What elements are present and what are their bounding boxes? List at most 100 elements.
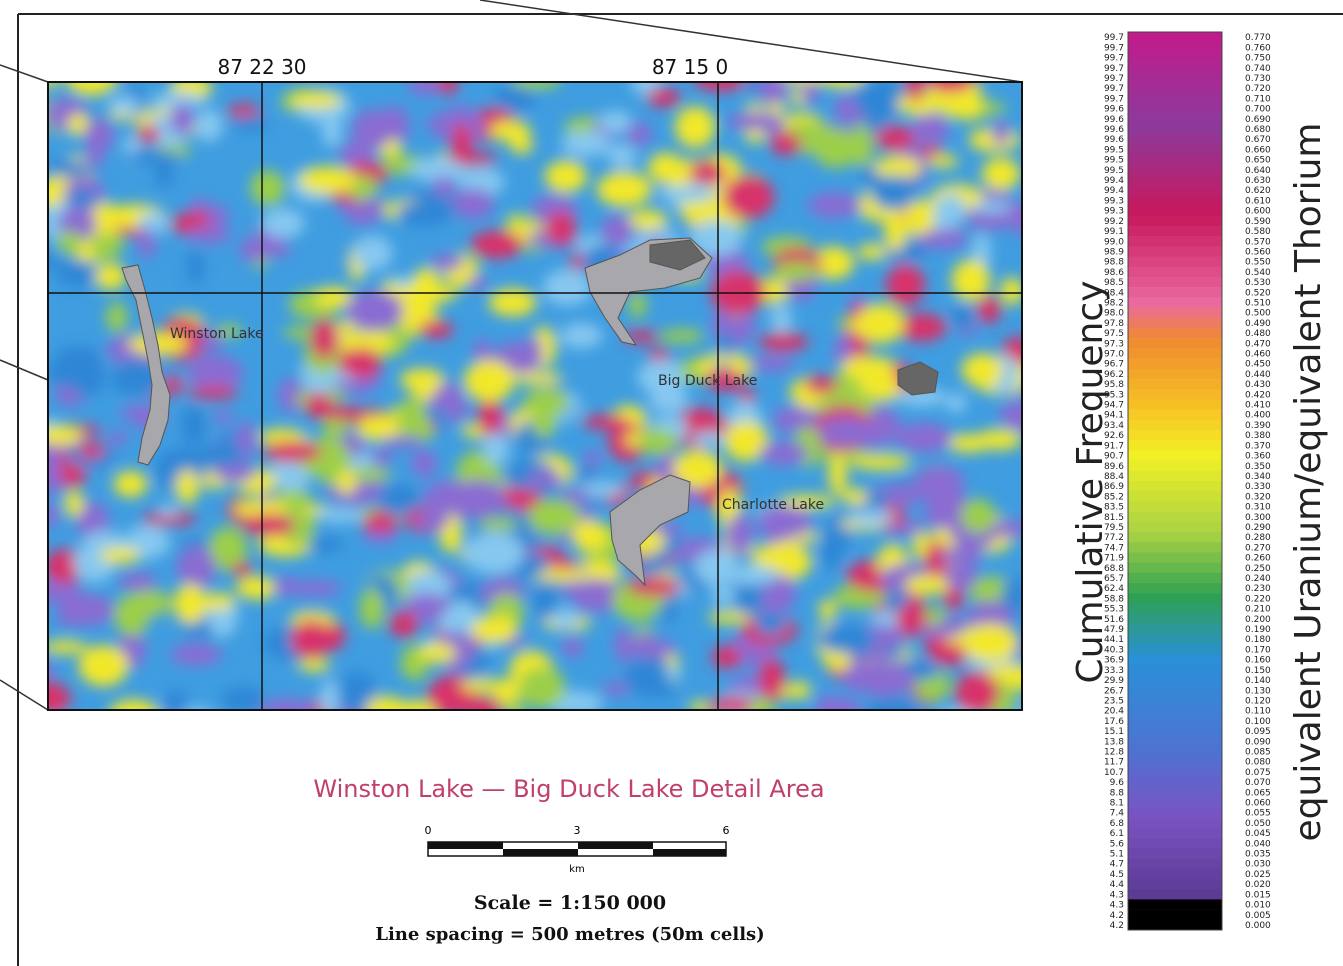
heat-blob [911,113,950,144]
legend-frequency-label: 51.6 [1104,615,1124,625]
legend-ratio-label: 0.470 [1245,339,1271,349]
heat-blob [962,623,1018,662]
heat-blob [371,449,392,467]
legend-ratio-label: 0.080 [1245,758,1271,768]
legend-ratio-label: 0.570 [1245,237,1271,247]
heat-blob [924,540,947,581]
legend-frequency-label: 4.3 [1110,890,1124,900]
legend-swatch [1128,532,1222,543]
legend-frequency-label: 98.5 [1104,278,1124,288]
legend-ratio-label: 0.200 [1245,615,1271,625]
legend-frequency-label: 44.1 [1104,635,1124,645]
heat-blob [771,406,818,433]
legend-frequency-label: 10.7 [1104,768,1124,778]
legend-ratio-label: 0.170 [1245,645,1271,655]
scale-text: Scale = 1:150 000 [474,892,666,914]
heat-blob [738,388,756,405]
legend-ratio-label: 0.280 [1245,533,1271,543]
heat-blob [823,651,853,671]
legend-ratio-label: 0.095 [1245,727,1271,737]
legend-swatch [1128,470,1222,482]
legend-ratio-label: 0.760 [1245,43,1271,53]
heat-blob [951,259,991,302]
heat-blob [415,511,450,531]
heat-blob [884,211,907,252]
heat-blob [756,505,813,539]
heat-blob [726,112,786,131]
legend-frequency-label: 99.4 [1104,186,1124,196]
heat-blob [170,643,223,666]
heat-blob [187,355,244,390]
legend-swatch [1128,338,1222,349]
heat-blob [873,156,922,179]
heat-blob [626,577,682,597]
heat-blob [289,91,342,109]
heat-blob [77,442,106,459]
heat-blob [865,697,921,710]
legend-ratio-label: 0.500 [1245,309,1271,319]
legend-ratio-label: 0.250 [1245,564,1271,574]
grid-label: 87 22 30 [217,55,306,79]
heat-blob [560,323,603,349]
legend-ratio-label: 0.240 [1245,574,1271,584]
legend-ratio-label: 0.640 [1245,166,1271,176]
heat-blob [149,92,206,109]
legend-swatch [1128,174,1222,186]
heat-blob [754,612,787,636]
heat-blob [724,420,769,462]
heat-blob [523,336,543,366]
heat-blob [961,353,1004,387]
heat-blob [445,394,468,423]
heat-blob [260,208,305,239]
heat-blob [141,512,198,526]
legend-swatch [1128,164,1222,176]
legend-ratio-label: 0.380 [1245,431,1271,441]
heat-blob [471,615,518,643]
legend-swatch [1128,144,1222,155]
legend-frequency-label: 95.8 [1104,380,1124,390]
heat-blob [208,527,248,571]
legend-swatch [1128,185,1222,196]
legend-swatch [1128,623,1222,635]
legend-frequency-label: 91.7 [1104,441,1124,451]
heat-blob [726,565,779,585]
heat-blob [356,415,409,442]
heat-blob [468,696,502,710]
legend-ratio-label: 0.120 [1245,696,1271,706]
scale-bar: 0 3 6 km [425,824,730,875]
heat-blob [337,331,395,355]
legend-frequency-label: 99.3 [1104,207,1124,217]
heat-blob [542,269,592,306]
heat-blob [726,513,753,556]
legend-frequency-label: 92.6 [1104,431,1124,441]
legend-ratio-label: 0.290 [1245,523,1271,533]
heat-blob [58,346,101,359]
legend-swatch [1128,62,1222,74]
heat-blob [777,495,836,509]
legend-frequency-label: 94.7 [1104,401,1124,411]
legend-frequency-label: 11.7 [1104,758,1124,768]
heat-blob [885,264,926,307]
heat-blob [1005,202,1022,235]
legend-ratio-label: 0.400 [1245,411,1271,421]
heat-blob [48,640,88,654]
heat-blob [377,484,421,516]
heat-blob [626,210,668,231]
heat-blob [113,359,160,388]
heat-blob [258,428,306,446]
legend: 0.7700.7600.7500.7400.7300.7200.7100.700… [1104,31,1271,931]
heat-blob [960,498,996,534]
heat-blob [653,677,676,699]
legend-frequency-label: 99.5 [1104,145,1124,155]
heat-blob [853,661,913,697]
heat-blob [493,85,536,112]
legend-frequency-label: 12.8 [1104,747,1124,757]
heat-blob [954,671,999,710]
heat-blob [660,329,704,343]
heat-blob [483,432,509,466]
legend-frequency-label: 99.7 [1104,64,1124,74]
legend-swatch [1128,715,1222,727]
legend-frequency-label: 96.2 [1104,370,1124,380]
legend-frequency-label: 97.0 [1104,350,1124,360]
heat-blob [896,422,953,453]
